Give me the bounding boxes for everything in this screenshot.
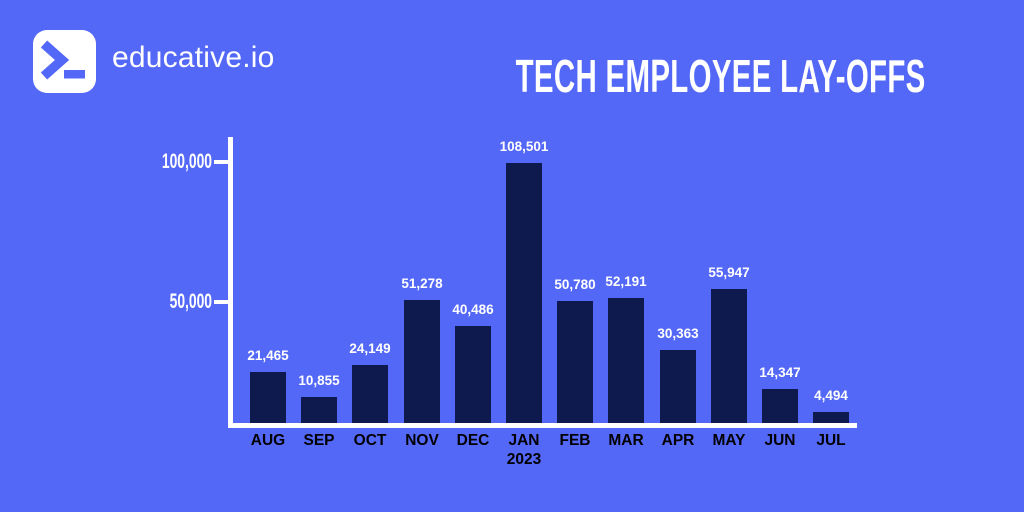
x-axis-label: NOV (405, 432, 439, 449)
brand-name: educative.io (112, 41, 275, 74)
x-axis-label: JUN (764, 432, 796, 449)
bar (711, 289, 747, 423)
x-axis-sublabel: 2023 (506, 451, 542, 468)
y-tick (214, 160, 228, 164)
x-axis-label: MAY (712, 432, 746, 449)
chart-title: TECH EMPLOYEE LAY-OFFS (516, 50, 926, 102)
x-axis-label: SEP (303, 432, 335, 449)
bar-value-label: 30,363 (657, 326, 699, 341)
x-axis-label: OCT (353, 432, 387, 449)
bar-value-label: 52,191 (605, 274, 647, 289)
y-tick (214, 300, 228, 304)
bar-value-label: 4,494 (814, 388, 848, 403)
y-tick-label: 50,000 (169, 290, 212, 313)
x-axis-label: MAR (608, 432, 644, 449)
bar-value-label: 40,486 (452, 302, 494, 317)
y-tick-label: 100,000 (161, 150, 212, 173)
bar-value-label: 108,501 (499, 139, 549, 154)
bar-value-label: 50,780 (554, 277, 596, 292)
bar (762, 389, 798, 423)
bar (660, 350, 696, 423)
bar (506, 163, 542, 423)
brand-logo (33, 30, 96, 93)
x-axis-label: JUL (816, 432, 846, 449)
x-axis-label: AUG (250, 432, 286, 449)
bar (250, 372, 286, 423)
bar-value-label: 10,855 (298, 373, 340, 388)
x-axis-label: APR (661, 432, 695, 449)
terminal-prompt-icon (40, 40, 85, 80)
bar (455, 326, 491, 423)
x-axis-label: DEC (456, 432, 490, 449)
bar (404, 300, 440, 423)
bar (557, 301, 593, 423)
bar (352, 365, 388, 423)
bar (813, 412, 849, 423)
bar-value-label: 21,465 (247, 348, 289, 363)
x-axis-label: JAN 2023 (492, 431, 556, 469)
bar (608, 298, 644, 423)
x-axis-label: FEB (559, 432, 591, 449)
bar (301, 397, 337, 423)
bar-value-label: 55,947 (708, 265, 750, 280)
y-axis (228, 137, 233, 428)
bar-value-label: 24,149 (349, 341, 391, 356)
bar-value-label: 14,347 (759, 365, 801, 380)
x-axis (228, 423, 857, 428)
bar-value-label: 51,278 (401, 276, 443, 291)
